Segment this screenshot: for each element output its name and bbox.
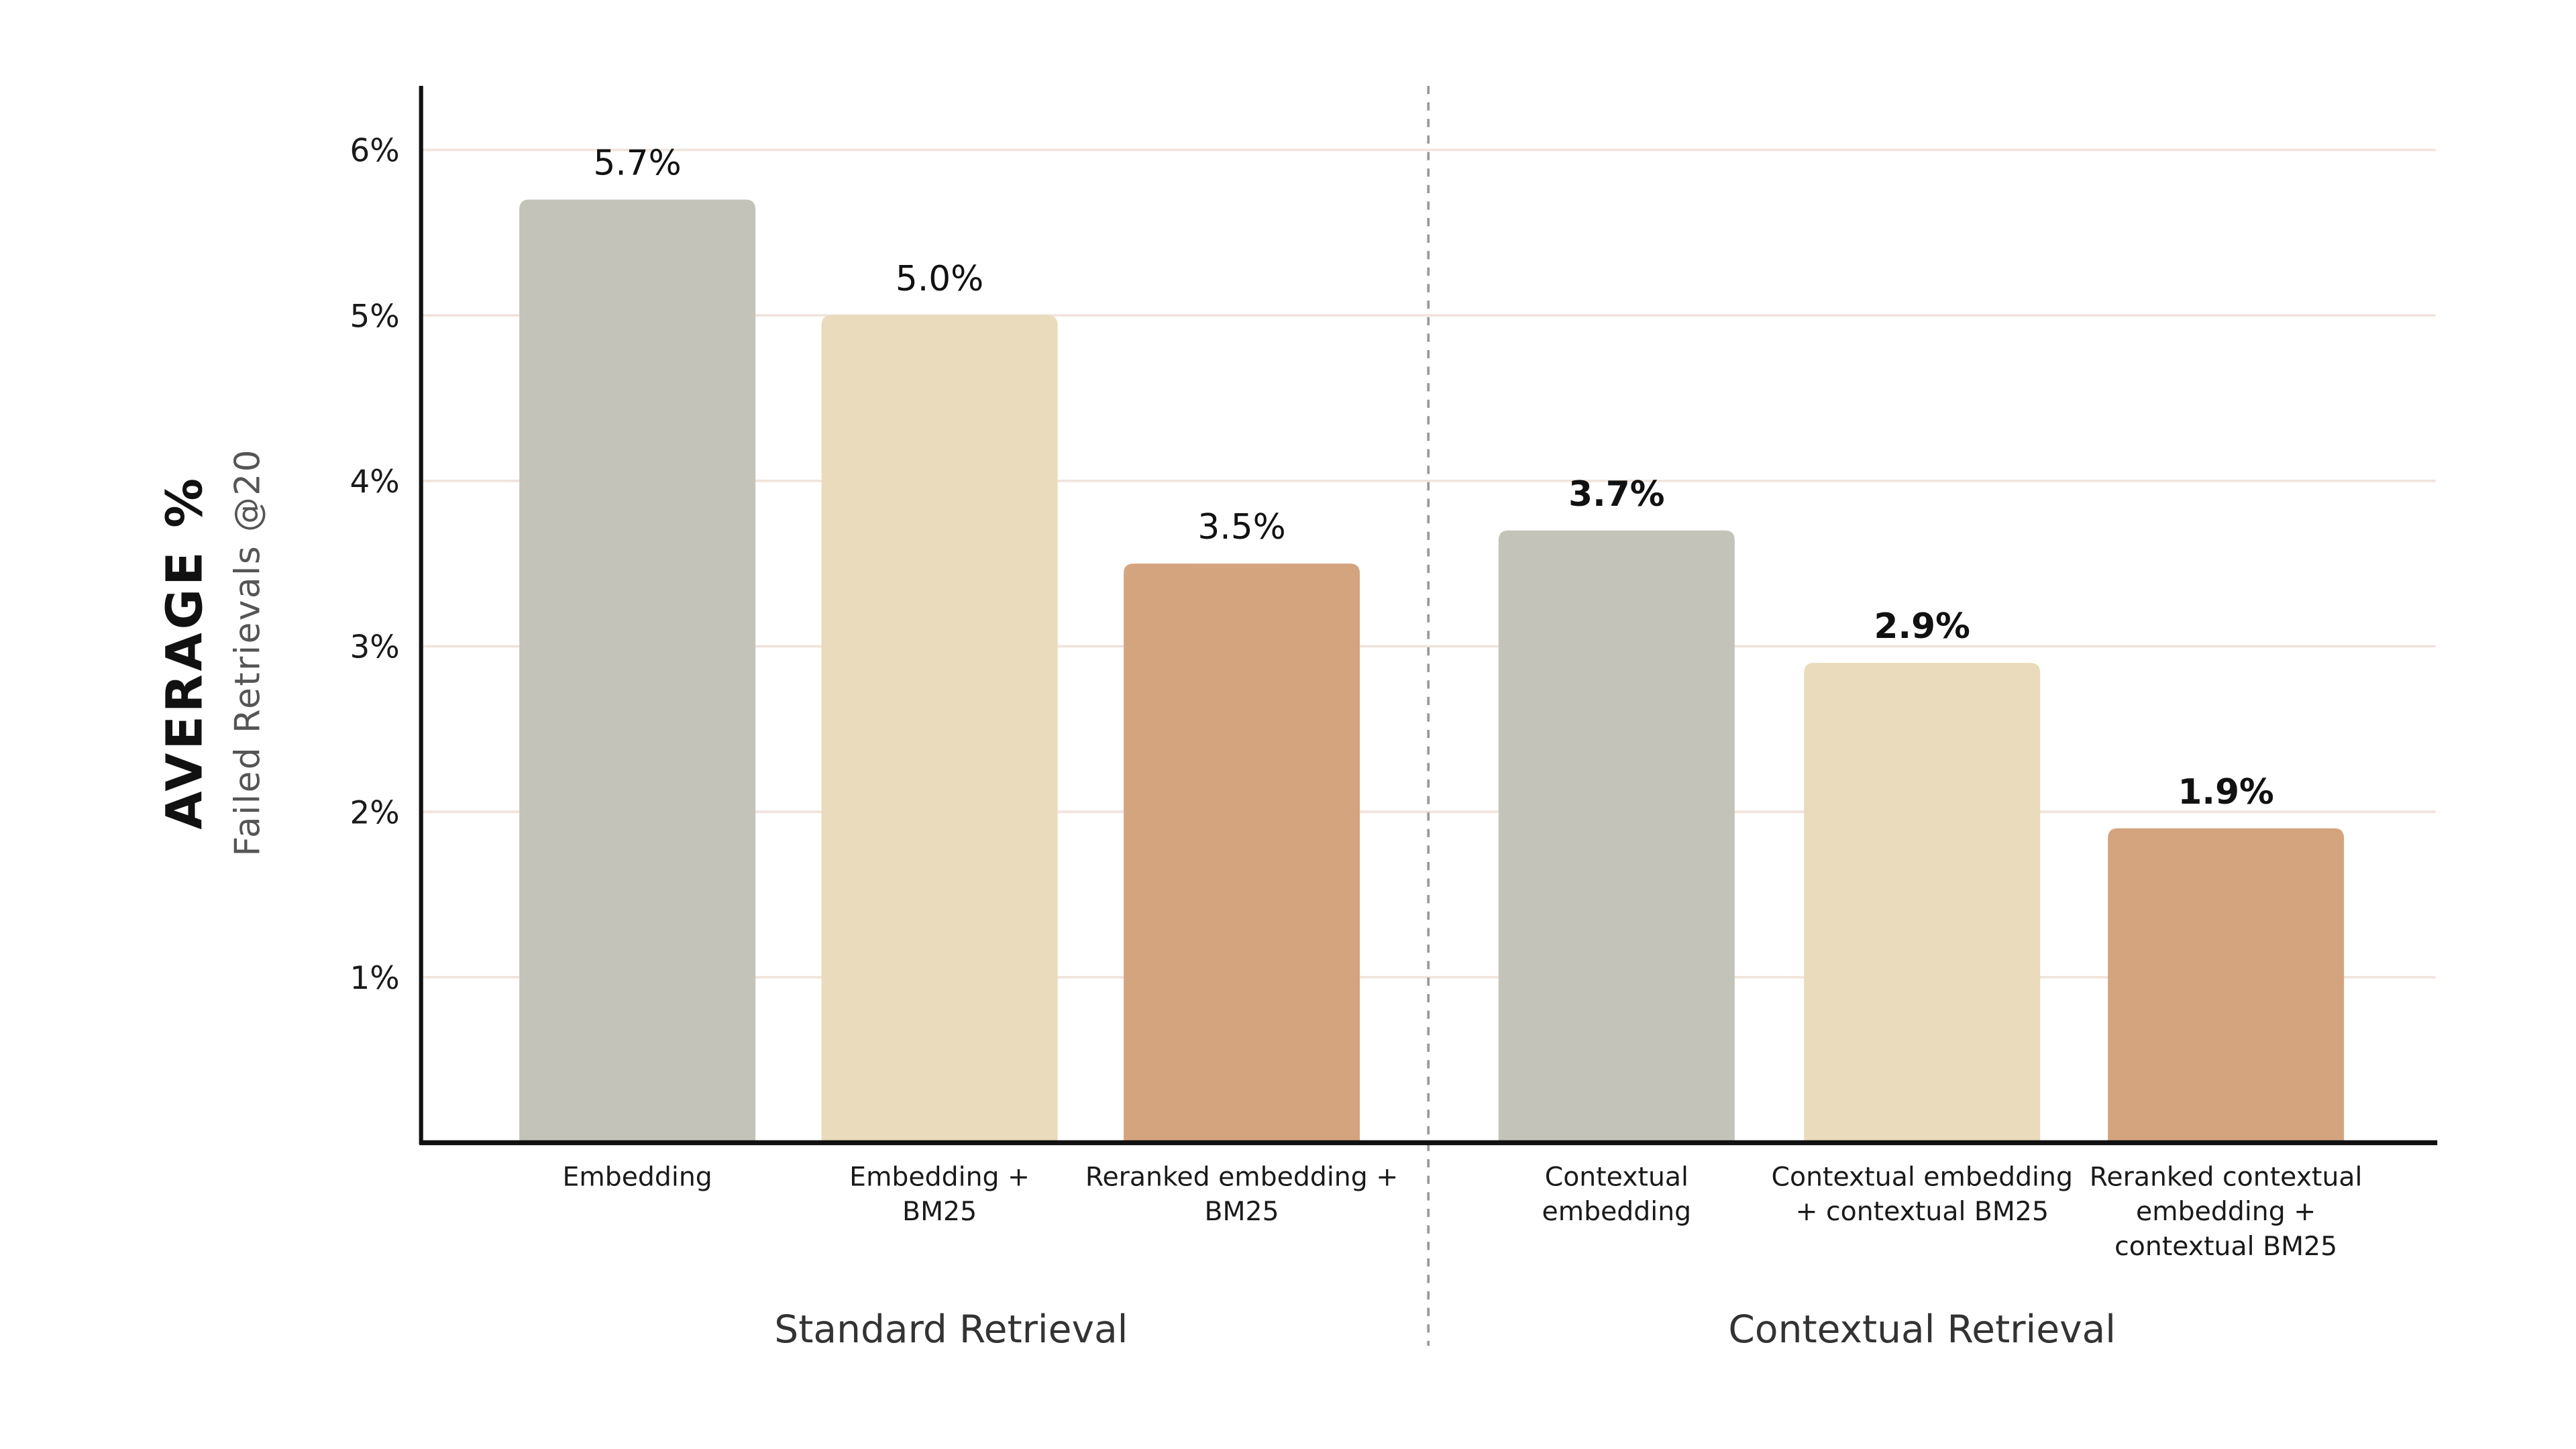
- category-label: + contextual BM25: [1795, 1196, 2049, 1227]
- bar: [1124, 564, 1360, 1143]
- y-axis-subtitle: Failed Retrievals @20: [227, 448, 268, 857]
- y-tick-labels: 1% 2% 3% 4% 5% 6%: [350, 133, 400, 997]
- bar: [821, 315, 1058, 1143]
- data-label: 1.9%: [2178, 772, 2273, 812]
- category-label: BM25: [902, 1196, 977, 1227]
- y-axis-title: AVERAGE %: [156, 475, 213, 830]
- category-label: BM25: [1205, 1196, 1279, 1227]
- gridlines: [423, 148, 2436, 979]
- category-label: Contextual: [1545, 1161, 1688, 1192]
- category-label: Reranked embedding +: [1085, 1161, 1398, 1192]
- y-tick-label: 1%: [350, 961, 400, 997]
- category-label: Contextual embedding: [1771, 1161, 2072, 1192]
- bar: [1498, 530, 1735, 1143]
- group-label-contextual: Contextual Retrieval: [1728, 1307, 2116, 1352]
- y-tick-label: 5%: [350, 299, 400, 335]
- y-tick-label: 4%: [350, 464, 400, 500]
- data-labels: 5.7% 5.0% 3.5% 3.7% 2.9% 1.9%: [593, 144, 2273, 812]
- y-tick-label: 2%: [350, 795, 400, 831]
- data-label: 3.7%: [1568, 474, 1664, 515]
- y-tick-label: 6%: [350, 133, 400, 170]
- category-labels: Embedding Embedding + BM25 Reranked embeddi…: [562, 1161, 2362, 1261]
- bars: [519, 199, 2345, 1143]
- bar: [519, 199, 756, 1143]
- bar: [2108, 828, 2345, 1143]
- category-label: embedding +: [2136, 1196, 2316, 1227]
- data-label: 5.0%: [896, 259, 983, 299]
- data-label: 3.5%: [1197, 507, 1285, 547]
- data-label: 2.9%: [1874, 606, 1970, 647]
- category-label: embedding: [1542, 1196, 1692, 1227]
- y-tick-label: 3%: [350, 630, 400, 666]
- category-label: contextual BM25: [2114, 1231, 2337, 1262]
- category-label: Embedding +: [849, 1161, 1030, 1192]
- category-label: Reranked contextual: [2090, 1161, 2363, 1192]
- group-label-standard: Standard Retrieval: [774, 1307, 1128, 1352]
- data-label: 5.7%: [593, 144, 681, 184]
- category-label: Embedding: [562, 1161, 712, 1192]
- bar: [1804, 663, 2041, 1143]
